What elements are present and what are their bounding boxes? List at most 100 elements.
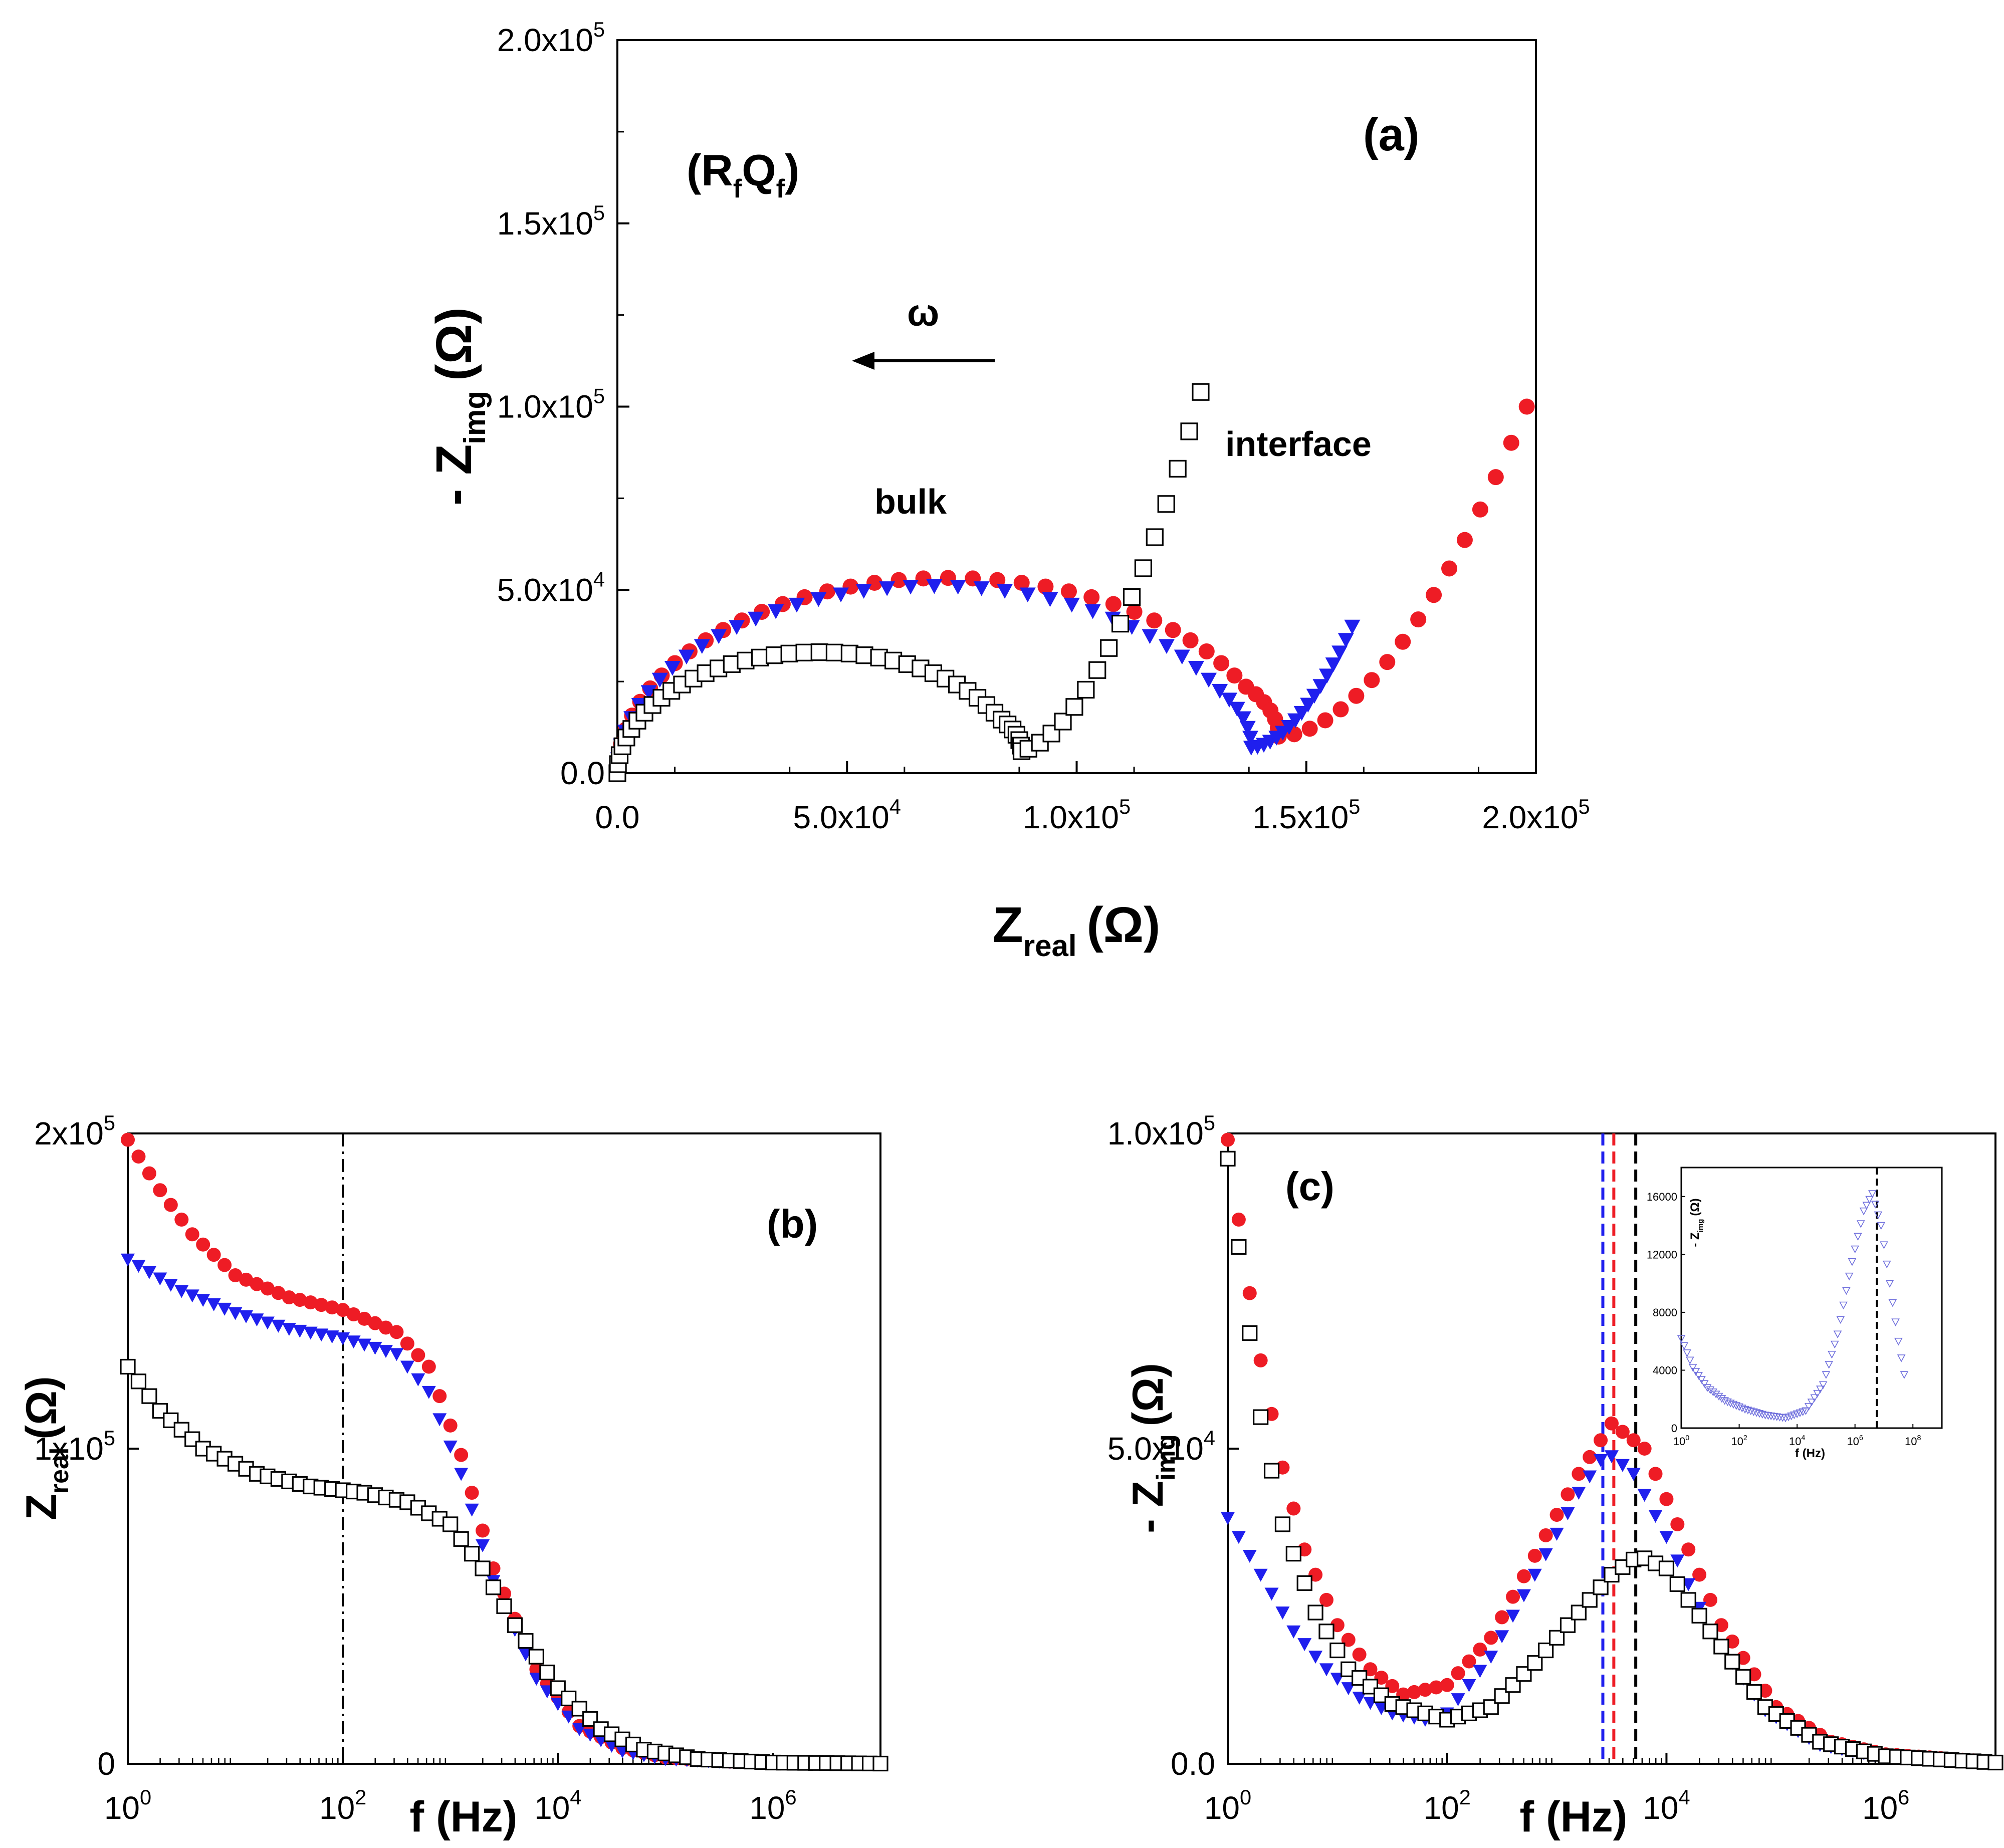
data-point: [1885, 1280, 1894, 1288]
data-point: [1332, 701, 1349, 718]
data-point: [239, 1310, 254, 1323]
data-point: [1088, 661, 1106, 679]
tick-label: 0.0: [1171, 1746, 1215, 1782]
data-point: [378, 1320, 393, 1335]
data-point: [131, 1260, 146, 1273]
data-point: [1188, 660, 1204, 676]
data-point: [174, 1212, 189, 1227]
data-point: [973, 581, 990, 596]
data-point: [997, 584, 1013, 599]
data-point: [737, 651, 755, 669]
tick-label: 1.0x105: [497, 384, 605, 425]
data-point: [1325, 657, 1342, 672]
data-point: [1691, 1368, 1700, 1376]
data-point: [1451, 1666, 1465, 1681]
data-point: [1158, 639, 1175, 654]
data-point: [1042, 592, 1058, 607]
data-point: [1659, 1492, 1674, 1506]
data-point: [250, 1313, 264, 1327]
data-point: [153, 1272, 167, 1286]
data-point: [1518, 398, 1535, 415]
inset-tick-label: 0: [1671, 1422, 1677, 1435]
data-point: [1772, 1413, 1782, 1421]
tick-label: 106: [749, 1785, 796, 1826]
data-point: [325, 1330, 339, 1344]
data-point: [678, 649, 695, 665]
data-point: [950, 579, 966, 595]
panel-a-xlabel: Zreal (Ω): [993, 897, 1161, 963]
data-point: [1506, 1609, 1520, 1623]
data-point: [1213, 655, 1230, 671]
data-point: [1549, 1508, 1564, 1522]
data-point: [1637, 1489, 1652, 1502]
data-point: [1407, 1685, 1422, 1699]
data-point: [141, 1388, 157, 1404]
data-point: [1221, 1132, 1235, 1147]
data-point: [163, 1279, 178, 1292]
tick-label: 100: [104, 1785, 151, 1826]
data-point: [1312, 679, 1329, 694]
data-point: [163, 1198, 178, 1212]
panel-c: 100 102 104 106 0.0 5.0x104 1.0x105 (c) f (Hz)…: [1107, 1111, 2003, 1841]
panel-b-ylabel: Zreal(Ω): [18, 1376, 74, 1520]
data-point: [1726, 1400, 1735, 1408]
data-point: [694, 639, 710, 654]
data-point: [131, 1149, 146, 1164]
panel-c-ylabel: - Zimg(Ω): [1124, 1363, 1181, 1533]
data-point: [1352, 1692, 1367, 1705]
data-point: [1083, 589, 1100, 605]
tick-label: 102: [1731, 1434, 1747, 1448]
data-point: [1220, 1150, 1236, 1167]
tick-label: 108: [1905, 1434, 1921, 1448]
series-blue-open-triangles: [1677, 1190, 1909, 1423]
data-point: [1527, 1548, 1542, 1563]
data-point: [1583, 1450, 1597, 1464]
panel-c-inset: 100 102 104 106 108 0 4000 8000 12000 16000 f (Hz…: [1647, 1167, 1943, 1460]
data-point: [1839, 1301, 1848, 1310]
data-point: [1605, 1416, 1619, 1431]
data-point: [765, 646, 784, 664]
data-point: [1572, 1487, 1586, 1500]
data-point: [346, 1307, 361, 1322]
data-point: [1426, 587, 1442, 603]
inset-tick-label: 8000: [1653, 1306, 1677, 1319]
data-point: [866, 575, 883, 591]
data-point: [1221, 692, 1238, 708]
data-point: [926, 579, 943, 594]
data-point: [1688, 1363, 1697, 1372]
data-point: [357, 1311, 372, 1326]
data-point: [411, 1348, 425, 1362]
data-point: [1473, 1665, 1487, 1678]
data-point: [1700, 1380, 1709, 1388]
data-point: [1429, 1680, 1443, 1695]
data-point: [664, 660, 681, 676]
data-point: [1882, 1260, 1891, 1269]
data-point: [879, 581, 896, 596]
data-point: [1743, 1407, 1752, 1415]
data-point: [915, 570, 932, 587]
data-point: [1871, 1201, 1880, 1209]
data-point: [1594, 1433, 1608, 1448]
data-point: [1344, 619, 1361, 635]
data-point: [832, 587, 849, 603]
data-point: [1763, 1412, 1772, 1420]
data-point: [1729, 1401, 1738, 1409]
data-point: [1473, 1642, 1487, 1657]
data-point: [1758, 1411, 1767, 1419]
data-point: [1100, 639, 1118, 657]
data-point: [421, 1359, 436, 1374]
data-point: [1561, 1507, 1575, 1520]
data-point: [1822, 1371, 1831, 1379]
data-point: [1235, 711, 1251, 727]
data-point: [1711, 1391, 1720, 1399]
data-point: [1495, 1610, 1509, 1625]
data-point: [1833, 1330, 1842, 1338]
data-point: [1329, 1642, 1346, 1659]
data-point: [1848, 1258, 1857, 1266]
data-point: [314, 1328, 329, 1342]
data-point: [130, 1373, 147, 1390]
tick-label: 5.0x104: [793, 795, 901, 835]
data-point: [260, 1281, 275, 1296]
tick-label: 0.0: [560, 755, 605, 791]
data-point: [1462, 1654, 1476, 1669]
